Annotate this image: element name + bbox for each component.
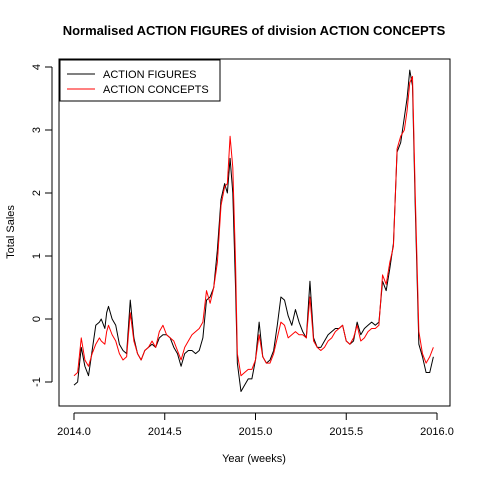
x-tick-label: 2015.5 xyxy=(329,426,363,438)
x-tick-label: 2015.0 xyxy=(239,426,273,438)
x-axis: 2014.0 2014.5 2015.0 2015.5 2016.0 xyxy=(57,412,454,438)
y-axis: -1 0 1 2 3 4 xyxy=(31,64,53,387)
x-tick-label: 2016.0 xyxy=(420,426,454,438)
plot-frame xyxy=(58,58,451,407)
x-axis-label: Year (weeks) xyxy=(222,453,286,465)
y-tick-label: 0 xyxy=(31,316,43,322)
series-line-action-concepts xyxy=(73,75,434,377)
series-layer xyxy=(73,69,434,392)
y-tick-label: 3 xyxy=(31,127,43,133)
x-tick-label: 2014.5 xyxy=(148,426,182,438)
series-line-action-figures xyxy=(73,69,434,392)
legend-box xyxy=(59,59,221,102)
y-axis-label: Total Sales xyxy=(5,205,17,259)
legend-label-action-figures: ACTION FIGURES xyxy=(103,69,197,81)
y-tick-label: -1 xyxy=(31,377,43,387)
legend: ACTION FIGURES ACTION CONCEPTS xyxy=(59,59,221,102)
y-tick-label: 1 xyxy=(31,253,43,259)
legend-label-action-concepts: ACTION CONCEPTS xyxy=(103,84,209,96)
x-tick-label: 2014.0 xyxy=(57,426,91,438)
y-tick-label: 2 xyxy=(31,190,43,196)
chart-title: Normalised ACTION FIGURES of division AC… xyxy=(63,23,446,38)
y-tick-label: 4 xyxy=(31,64,43,70)
